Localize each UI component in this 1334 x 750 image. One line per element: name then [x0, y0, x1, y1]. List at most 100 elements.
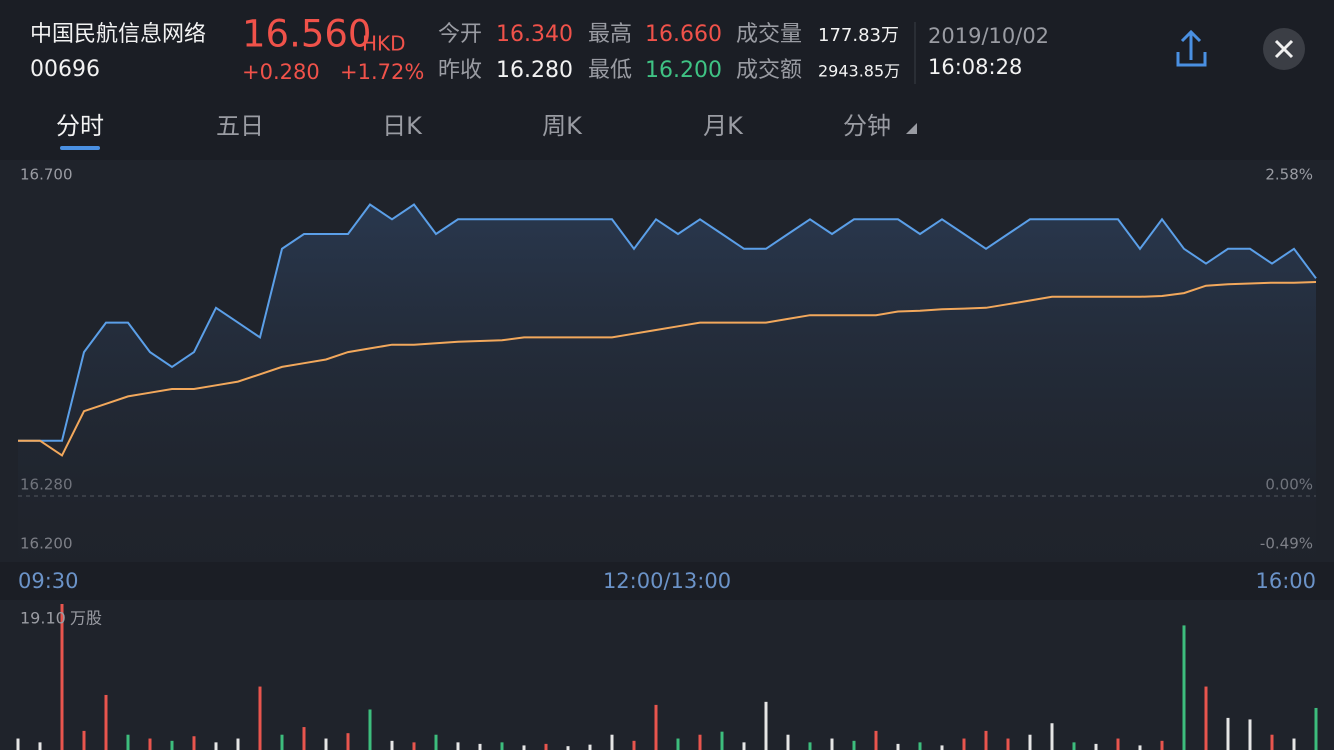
volume-bar — [1072, 742, 1076, 750]
volume-bar — [104, 694, 108, 750]
volume-unit: 万股 — [70, 609, 102, 628]
volume-bar — [1006, 738, 1010, 750]
volume-bar — [918, 742, 922, 750]
volume-bar — [1138, 745, 1142, 750]
stock-name: 中国民航信息网络 — [30, 22, 206, 47]
volume-bar — [786, 734, 790, 750]
volume-bar — [170, 740, 174, 750]
volume-bar — [544, 743, 548, 750]
volume-bar — [852, 740, 856, 750]
volume-bar — [456, 742, 460, 750]
volume-bar — [434, 734, 438, 750]
volume-bar — [214, 742, 218, 750]
stat-label: 成交量 — [736, 22, 802, 47]
stat-value: 2943.85万 — [818, 62, 900, 81]
tabs: 分时 五日 日K 周K 月K 分钟 — [56, 112, 891, 140]
volume-bar — [16, 738, 20, 750]
stock-code: 00696 — [30, 57, 100, 82]
tab[interactable]: 日K — [382, 112, 423, 140]
price-area — [18, 204, 1316, 562]
volume-bar — [126, 734, 130, 750]
time: 16:08:28 — [928, 55, 1022, 79]
stat-label: 最低 — [588, 58, 632, 83]
volume-bar — [192, 736, 196, 750]
pct-label: 2.58% — [1265, 166, 1313, 184]
tab[interactable]: 分钟 — [843, 112, 891, 140]
volume-bar — [808, 742, 812, 750]
volume-bar — [60, 604, 64, 750]
volume-bar — [1094, 743, 1098, 750]
volume-bar — [1204, 686, 1208, 750]
volume-bar — [38, 742, 42, 750]
tab[interactable]: 周K — [542, 112, 583, 140]
volume-plot: 19.10 万股 — [16, 604, 1318, 750]
volume-bar — [676, 738, 680, 750]
volume-bar — [632, 740, 636, 750]
stat-value: 177.83万 — [818, 25, 899, 46]
volume-bar — [588, 744, 592, 750]
volume-bar — [940, 745, 944, 750]
stat-label: 今开 — [438, 22, 482, 47]
volume-bar — [610, 734, 614, 750]
dropdown-arrow — [906, 123, 917, 134]
volume-bar — [258, 686, 262, 750]
volume-bar — [368, 709, 372, 750]
volume-bar — [236, 738, 240, 750]
stat-value: 16.200 — [645, 58, 722, 83]
tab[interactable]: 月K — [703, 112, 744, 140]
volume-bar — [1182, 625, 1186, 750]
volume-bar — [1292, 738, 1296, 750]
volume-bar — [148, 738, 152, 750]
time-label: 09:30 — [18, 569, 79, 593]
average-line — [18, 281, 1317, 457]
volume-bar — [302, 727, 306, 750]
change-pct: +1.72% — [340, 60, 424, 84]
volume-bar — [566, 746, 570, 750]
volume-max-label: 19.10 — [20, 609, 66, 628]
time-label: 16:00 — [1255, 569, 1316, 593]
volume-bar — [1226, 717, 1230, 750]
time-label: 12:00/13:00 — [603, 569, 731, 593]
volume-bar — [324, 738, 328, 750]
share-button[interactable] — [1176, 29, 1207, 67]
volume-bar — [82, 730, 86, 750]
close-button[interactable] — [1263, 28, 1305, 70]
tab-indicator — [60, 146, 100, 150]
volume-bar — [280, 734, 284, 750]
tab[interactable]: 五日 — [216, 112, 264, 140]
volume-bar — [1160, 740, 1164, 750]
volume-bar — [1050, 723, 1054, 750]
volume-bar — [390, 740, 394, 750]
volume-bar — [1270, 734, 1274, 750]
volume-bar — [830, 738, 834, 750]
y-tick-label: 16.700 — [20, 166, 73, 184]
price: 16.560 — [242, 13, 371, 56]
stat-label: 成交额 — [736, 58, 802, 83]
volume-bar — [654, 704, 658, 750]
volume-bar — [500, 742, 504, 750]
plot: 16.7002.58%16.2800.00%16.200-0.49%09:301… — [18, 166, 1317, 593]
volume-bar — [874, 730, 878, 750]
volume-bar — [412, 742, 416, 750]
volume-bar — [1028, 734, 1032, 750]
stat-label: 昨收 — [438, 58, 482, 83]
volume-bar — [962, 738, 966, 750]
volume-bar — [764, 701, 768, 750]
stat-value: 16.340 — [496, 22, 573, 47]
date: 2019/10/02 — [928, 24, 1049, 48]
volume-bar — [346, 733, 350, 750]
volume-bar — [522, 745, 526, 750]
tab[interactable]: 分时 — [56, 112, 104, 140]
currency: HKD — [362, 32, 406, 56]
volume-bar — [984, 730, 988, 750]
volume-bar — [698, 734, 702, 750]
change: +0.280 — [242, 60, 320, 84]
volume-bar — [742, 742, 746, 750]
volume-bar — [1116, 738, 1120, 750]
stat-value: 16.660 — [645, 22, 722, 47]
volume-bg — [0, 600, 1334, 750]
stat-label: 最高 — [588, 22, 632, 47]
volume-bar — [1314, 707, 1318, 750]
